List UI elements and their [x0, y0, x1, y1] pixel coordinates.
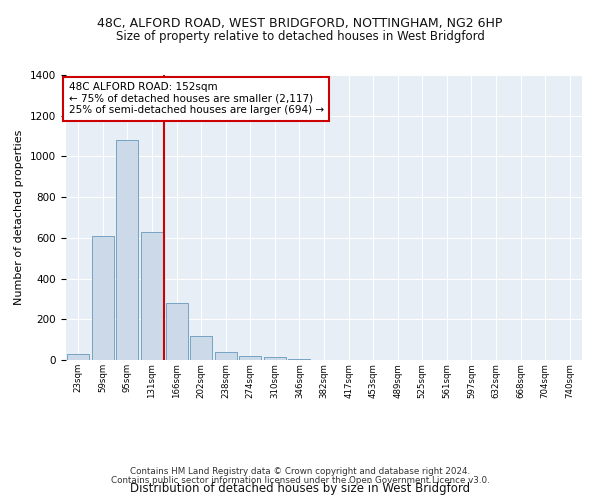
Text: Contains public sector information licensed under the Open Government Licence v3: Contains public sector information licen… — [110, 476, 490, 485]
Text: 48C, ALFORD ROAD, WEST BRIDGFORD, NOTTINGHAM, NG2 6HP: 48C, ALFORD ROAD, WEST BRIDGFORD, NOTTIN… — [97, 18, 503, 30]
Bar — [289, 359, 310, 360]
Text: 48C ALFORD ROAD: 152sqm
← 75% of detached houses are smaller (2,117)
25% of semi: 48C ALFORD ROAD: 152sqm ← 75% of detache… — [68, 82, 324, 116]
Bar — [215, 352, 237, 360]
Bar — [264, 357, 286, 360]
Bar — [166, 303, 188, 360]
Text: Distribution of detached houses by size in West Bridgford: Distribution of detached houses by size … — [130, 482, 470, 495]
Bar — [141, 232, 163, 360]
Bar — [92, 236, 114, 360]
Bar — [239, 356, 262, 360]
Y-axis label: Number of detached properties: Number of detached properties — [14, 130, 25, 305]
Text: Size of property relative to detached houses in West Bridgford: Size of property relative to detached ho… — [116, 30, 484, 43]
Bar — [190, 336, 212, 360]
Text: Contains HM Land Registry data © Crown copyright and database right 2024.: Contains HM Land Registry data © Crown c… — [130, 467, 470, 476]
Bar — [116, 140, 139, 360]
Bar — [67, 354, 89, 360]
